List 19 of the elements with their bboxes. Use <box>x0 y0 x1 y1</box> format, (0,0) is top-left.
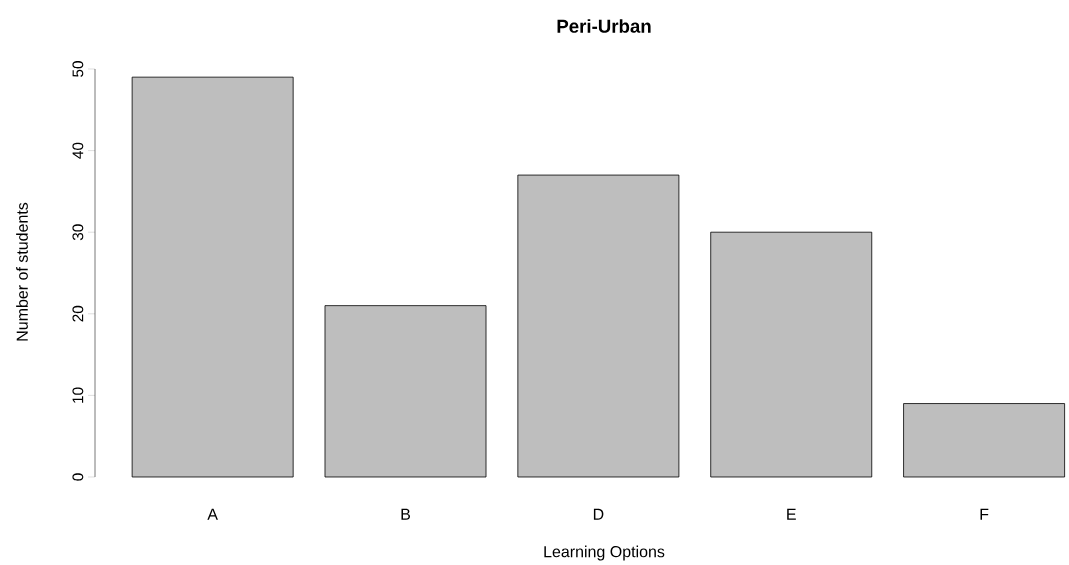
y-tick-label: 10 <box>72 387 84 403</box>
bar <box>324 305 487 478</box>
x-tick-label: A <box>207 508 218 520</box>
bar <box>131 76 294 478</box>
y-tick-label: 30 <box>72 224 84 241</box>
y-tick-label: 50 <box>72 61 84 77</box>
y-tick-label: 20 <box>72 305 84 322</box>
x-tick-label: E <box>787 508 796 520</box>
x-axis-title: Learning Options <box>544 545 665 561</box>
chart-title: Peri-Urban <box>557 19 651 33</box>
bar <box>517 174 680 478</box>
bar <box>903 403 1066 478</box>
y-tick-label: 0 <box>72 473 84 481</box>
y-tick-label: 40 <box>72 142 84 159</box>
x-tick-label: B <box>401 508 410 520</box>
bar <box>710 231 873 478</box>
x-tick-label: D <box>593 508 604 520</box>
y-axis-title: Number of students <box>16 202 28 341</box>
x-tick-label: F <box>980 508 989 520</box>
